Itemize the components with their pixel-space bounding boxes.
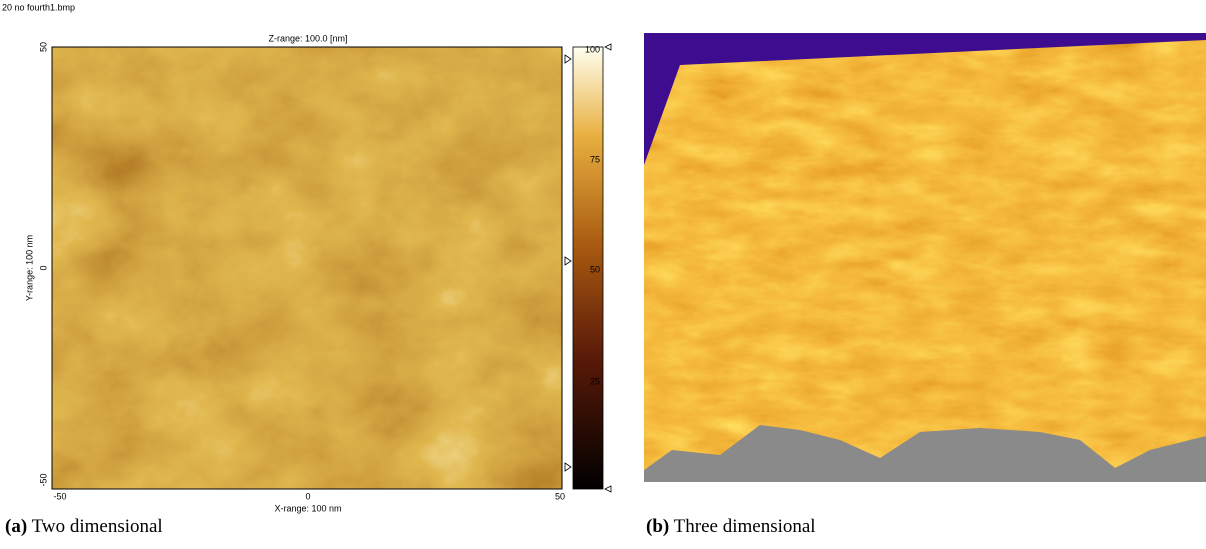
y-tick-label: 0	[38, 265, 48, 270]
y-tick-label: 50	[38, 42, 48, 52]
caption-letter: (b)	[646, 516, 669, 537]
x-tick-label: 50	[555, 491, 565, 501]
page: {"header": {"filename": "20 no fourth1.b…	[0, 0, 1206, 544]
caption-letter: (a)	[5, 516, 27, 537]
x-tick-label: -50	[53, 491, 66, 501]
z-range-label: Z-range: 100.0 [nm]	[268, 33, 347, 43]
colorbar-tick-label: 50	[590, 264, 600, 274]
caption-text: Three dimensional	[674, 516, 816, 537]
y-tick-label: -50	[38, 473, 48, 486]
afm-3d-surface	[644, 33, 1206, 482]
caption-b: (b) Three dimensional	[646, 516, 816, 537]
y-axis-label: Y-range: 100 nm	[24, 235, 34, 301]
filename: 20 no fourth1.bmp	[2, 2, 75, 12]
afm-2d-image	[52, 47, 562, 489]
colorbar-tick-label: 100	[585, 44, 600, 54]
caption-a: (a) Two dimensional	[5, 516, 163, 537]
x-tick-label: 0	[305, 491, 310, 501]
caption-text: Two dimensional	[32, 516, 163, 537]
x-axis-label: X-range: 100 nm	[274, 503, 341, 513]
colorbar-tick-label: 75	[590, 154, 600, 164]
colorbar-tick-label: 25	[590, 376, 600, 386]
figure: 20 no fourth1.bmp Z-range: 100.0 [nm] 50…	[0, 0, 1206, 544]
